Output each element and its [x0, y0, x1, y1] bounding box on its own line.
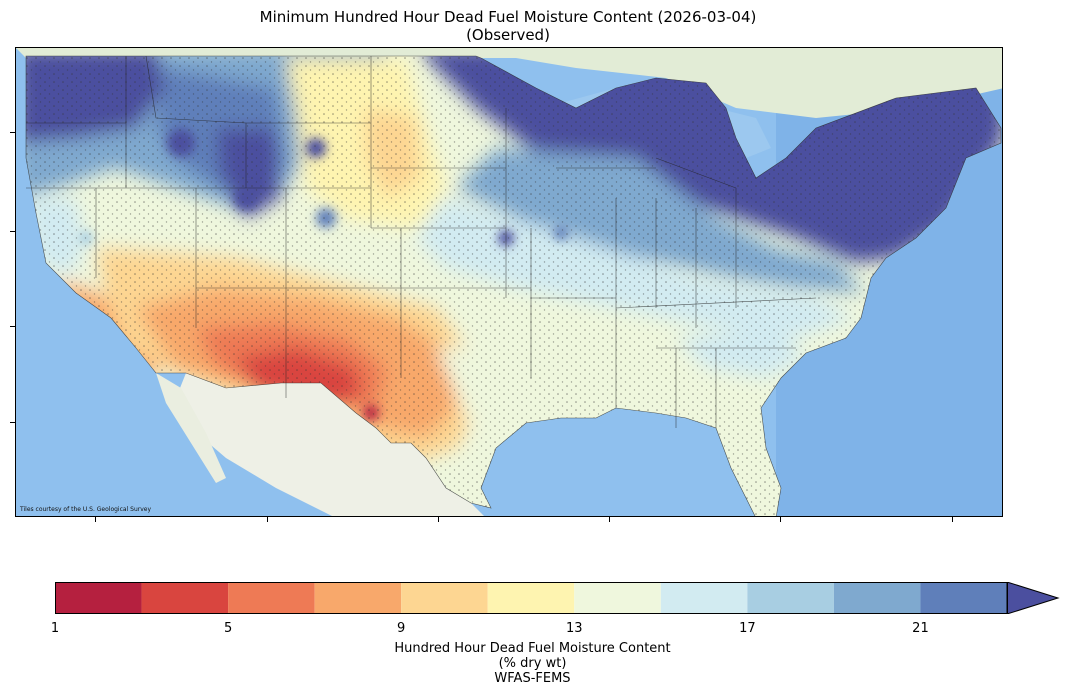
title-line-2: (Observed)	[466, 26, 550, 44]
colorbar-bin	[920, 582, 1007, 614]
x-axis-tick	[95, 517, 96, 522]
colorbar-tick-label: 21	[912, 621, 929, 636]
colorbar-tick-label: 9	[397, 621, 406, 636]
x-axis-tick	[780, 517, 781, 522]
colorbar-tick-label: 17	[739, 621, 756, 636]
x-axis-tick	[952, 517, 953, 522]
colorbar-label-line-2: (% dry wt)	[498, 656, 567, 671]
map-title: Minimum Hundred Hour Dead Fuel Moisture …	[0, 8, 1016, 44]
colorbar-tick-label: 13	[565, 621, 583, 636]
colorbar-bin	[141, 582, 229, 614]
colorbar-bin	[228, 582, 315, 614]
x-axis-tick	[438, 517, 439, 522]
colorbar-label: Hundred Hour Dead Fuel Moisture Content …	[320, 641, 745, 686]
colorbar-bin	[487, 582, 575, 614]
colorbar-bin	[401, 582, 488, 614]
colorbar-tick-label: 1	[50, 621, 60, 636]
y-axis-tick	[10, 231, 15, 232]
colorbar-bins	[55, 582, 1007, 614]
colorbar-bin	[833, 582, 921, 614]
state-borders	[25, 55, 1002, 516]
colorbar-label-line-1: Hundred Hour Dead Fuel Moisture Content	[394, 641, 671, 656]
map-canvas	[16, 48, 1002, 516]
colorbar-bin	[747, 582, 834, 614]
colorbar-bin	[314, 582, 402, 614]
colorbar-bin	[574, 582, 661, 614]
mexico-land	[176, 373, 484, 516]
basemap-credit: Tiles courtesy of the U.S. Geological Su…	[20, 506, 152, 513]
fuel-moisture-map[interactable]: Tiles courtesy of the U.S. Geological Su…	[15, 47, 1003, 517]
colorbar-tick-label: 5	[223, 621, 233, 636]
x-axis-tick	[267, 517, 268, 522]
canada-land	[16, 48, 1002, 118]
colorbar-label-line-3: WFAS-FEMS	[494, 671, 571, 686]
colorbar	[55, 582, 1060, 614]
colorbar-bin	[660, 582, 748, 614]
colorbar-extend-arrow	[1006, 582, 1060, 614]
baja-land	[156, 373, 226, 483]
y-axis-tick	[10, 422, 15, 423]
colorbar-outline	[55, 582, 1008, 614]
y-axis-tick	[10, 326, 15, 327]
moisture-field	[26, 56, 1001, 516]
x-axis-tick	[609, 517, 610, 522]
colorbar-bin	[55, 582, 142, 614]
title-line-1: Minimum Hundred Hour Dead Fuel Moisture …	[259, 8, 757, 26]
y-axis-tick	[10, 132, 15, 133]
